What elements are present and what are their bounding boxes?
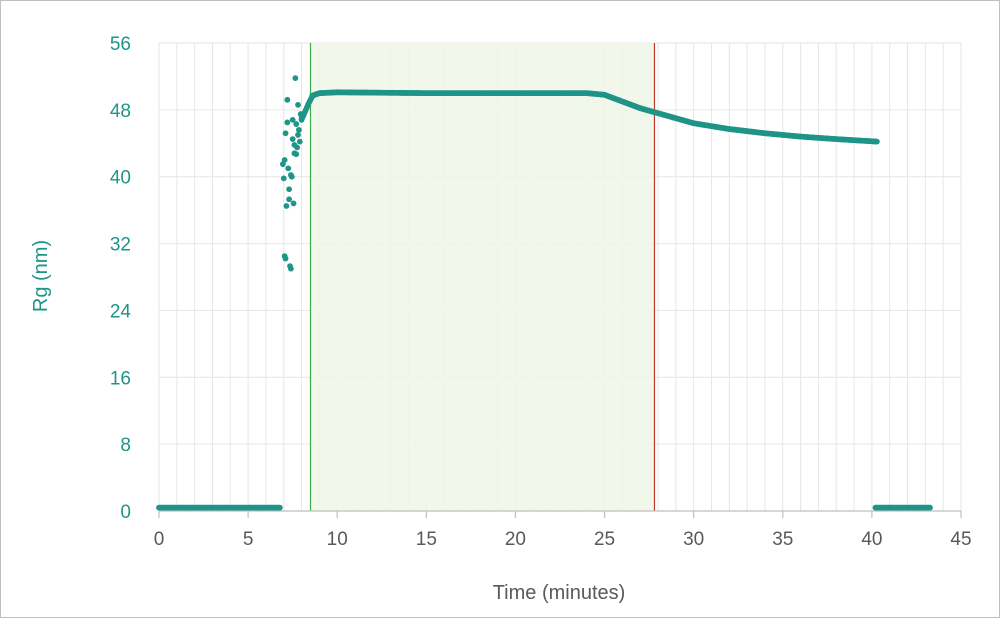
data-point (286, 196, 293, 203)
y-tick-label: 56 (110, 34, 131, 55)
data-point (291, 142, 298, 148)
x-tick-label: 5 (243, 529, 254, 550)
data-point (289, 116, 296, 123)
y-tick-label: 0 (120, 502, 131, 523)
y-tick-label: 48 (110, 101, 131, 122)
data-point (276, 504, 283, 511)
data-point (309, 93, 316, 100)
data-point (280, 175, 287, 182)
y-tick-label: 24 (110, 301, 132, 322)
shaded-region (310, 43, 655, 511)
data-point (927, 504, 933, 511)
y-tick-label: 40 (110, 168, 131, 189)
data-point (284, 96, 291, 103)
axes (158, 510, 962, 518)
y-tick-label: 8 (120, 435, 131, 456)
data-point (289, 136, 296, 143)
data-point (290, 200, 297, 207)
data-point (287, 172, 294, 178)
data-point (296, 138, 303, 145)
data-point (282, 130, 289, 137)
x-tick-label: 45 (950, 529, 971, 550)
data-point (293, 151, 300, 158)
data-point (281, 157, 288, 163)
data-point (295, 101, 301, 108)
data-points (156, 75, 933, 511)
x-axis-title: Time (minutes) (493, 582, 626, 604)
x-tick-label: 25 (594, 529, 615, 550)
tick-labels: 0 5 10 15 20 25 30 35 40 45 0 8 16 24 32 40 48 56 (110, 34, 972, 550)
x-tick-label: 10 (327, 529, 348, 550)
y-tick-label: 32 (110, 235, 131, 256)
data-point (282, 255, 289, 262)
data-point (298, 115, 305, 122)
y-axis-title: Rg (nm) (30, 240, 52, 312)
data-point (293, 121, 300, 127)
data-point (295, 132, 301, 138)
data-point (285, 165, 292, 172)
x-tick-label: 0 (154, 529, 165, 550)
data-point (283, 203, 290, 209)
x-tick-label: 30 (683, 529, 704, 550)
x-tick-label: 40 (861, 529, 882, 550)
x-tick-label: 20 (505, 529, 526, 550)
data-point (296, 127, 302, 133)
data-point (286, 186, 293, 193)
y-tick-label: 16 (110, 368, 131, 389)
x-tick-label: 15 (416, 529, 437, 550)
shaded-region-layer (309, 43, 656, 511)
data-point (873, 138, 880, 145)
data-point (284, 119, 291, 126)
data-point (292, 75, 299, 81)
x-tick-label: 35 (772, 529, 793, 550)
data-point (287, 265, 294, 272)
